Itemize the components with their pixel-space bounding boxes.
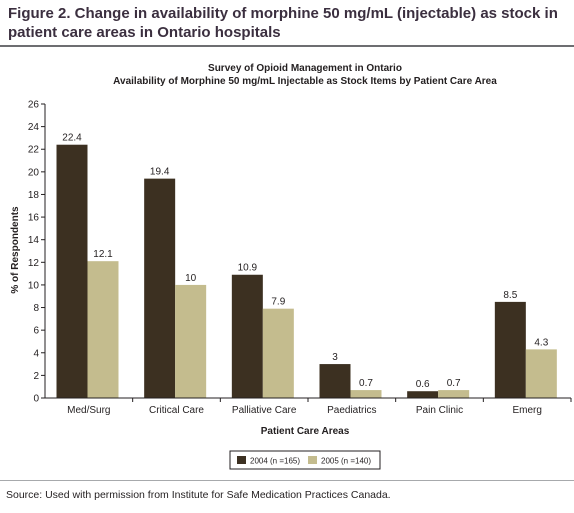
data-label: 22.4: [62, 133, 82, 144]
x-tick-label: Pain Clinic: [416, 405, 463, 416]
y-tick-label: 10: [28, 280, 40, 291]
data-label: 19.4: [150, 167, 170, 178]
legend-label: 2004 (n =165): [250, 457, 300, 466]
bar-2005: [262, 308, 294, 398]
bar-2004: [319, 364, 351, 398]
x-tick-label: Emerg: [512, 405, 541, 416]
y-tick-label: 12: [28, 258, 40, 269]
y-tick-label: 14: [28, 235, 40, 246]
x-tick-label: Med/Surg: [67, 405, 110, 416]
chart-title: Survey of Opioid Management in Ontario: [208, 63, 402, 74]
bar-2005: [438, 390, 470, 398]
legend-label: 2005 (n =140): [321, 457, 371, 466]
source-note: Source: Used with permission from Instit…: [6, 489, 391, 501]
data-label: 7.9: [271, 297, 285, 308]
y-tick-label: 16: [28, 213, 40, 224]
figure-title: Figure 2. Change in availability of morp…: [8, 5, 558, 41]
bar-2004: [494, 301, 526, 398]
y-tick-label: 0: [33, 394, 39, 405]
data-label: 3: [332, 352, 338, 363]
bar-2004: [56, 144, 88, 398]
data-label: 10: [185, 273, 197, 284]
y-tick-label: 22: [28, 145, 40, 156]
y-tick-label: 4: [33, 348, 39, 359]
source-divider: [0, 480, 574, 481]
data-label: 10.9: [238, 263, 258, 274]
bar-chart: Survey of Opioid Management in Ontario A…: [10, 63, 572, 470]
x-axis-label: Patient Care Areas: [261, 426, 350, 437]
y-tick-label: 8: [33, 303, 39, 314]
bar-2004: [144, 178, 176, 398]
data-label: 8.5: [503, 290, 517, 301]
bar-2005: [87, 261, 119, 398]
legend-box: [229, 450, 381, 470]
data-label: 0.7: [359, 378, 373, 389]
y-tick-label: 6: [33, 326, 39, 337]
y-tick-label: 24: [28, 122, 40, 133]
title-divider: [0, 45, 574, 47]
x-tick-label: Critical Care: [149, 405, 204, 416]
y-tick-label: 26: [28, 100, 40, 111]
x-tick-label: Paediatrics: [327, 405, 376, 416]
bar-2004: [231, 274, 263, 398]
y-tick-label: 18: [28, 190, 40, 201]
y-axis-label: % of Respondents: [10, 206, 21, 294]
legend: 2004 (n =165) 2005 (n =140): [229, 450, 381, 470]
data-label: 0.6: [416, 379, 430, 390]
legend-swatch-2004: [237, 456, 246, 464]
legend-swatch-2005: [308, 456, 317, 464]
bar-2004: [407, 391, 439, 398]
bar-2005: [525, 349, 557, 398]
data-label: 4.3: [534, 337, 548, 348]
data-label: 0.7: [447, 378, 461, 389]
chart-subtitle: Availability of Morphine 50 mg/mL Inject…: [113, 76, 497, 87]
bar-2005: [175, 284, 207, 398]
y-tick-label: 2: [33, 371, 39, 382]
y-tick-label: 20: [28, 167, 40, 178]
x-tick-label: Palliative Care: [232, 405, 297, 416]
bar-2005: [350, 390, 382, 398]
data-label: 12.1: [93, 249, 113, 260]
